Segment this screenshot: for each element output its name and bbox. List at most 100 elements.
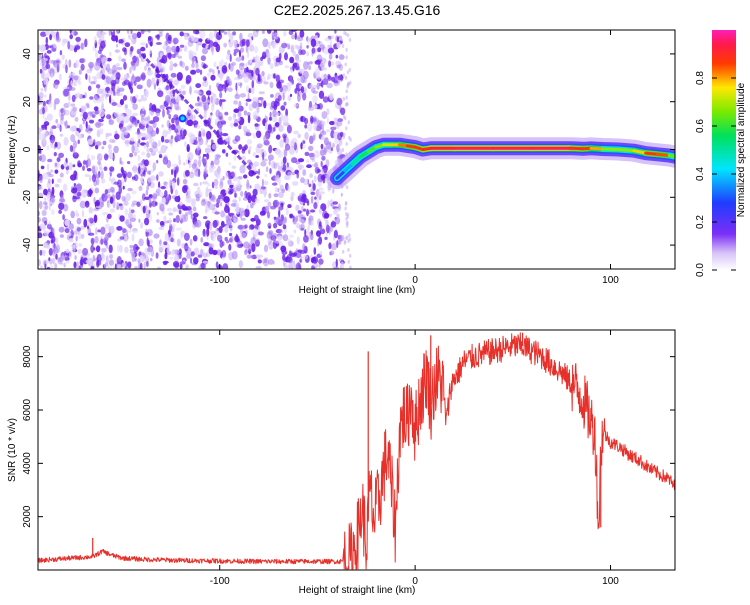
noise-speckle [318,181,322,187]
noise-speckle [161,124,163,128]
noise-speckle [238,176,243,180]
noise-speckle [249,59,252,62]
noise-speckle [304,124,307,128]
noise-speckle [132,177,134,181]
noise-speckle [138,99,142,102]
y-tick-label: 0 [22,146,33,152]
noise-speckle [87,105,90,108]
noise-speckle [203,64,208,68]
noise-speckle [132,73,134,80]
noise-speckle [222,65,227,74]
noise-speckle [144,144,146,149]
noise-speckle [208,99,210,103]
noise-speckle [199,191,202,198]
noise-speckle [69,34,73,39]
noise-speckle [261,71,264,77]
noise-speckle [98,50,102,55]
noise-speckle [85,128,89,133]
noise-speckle [204,111,207,119]
noise-speckle [71,103,76,106]
noise-speckle [347,82,349,86]
ridge-core-segment [618,150,634,151]
snr-series-line [38,333,675,569]
noise-speckle [173,261,179,267]
noise-speckle [164,190,167,197]
noise-speckle [287,45,290,49]
noise-speckle [215,186,219,189]
noise-speckle [313,91,319,94]
noise-speckle [150,130,156,137]
noise-speckle [63,89,69,97]
noise-speckle [345,62,347,66]
noise-speckle [140,199,143,204]
noise-speckle [82,165,85,171]
noise-speckle [251,44,254,51]
noise-speckle [106,94,109,97]
noise-speckle [262,179,264,187]
noise-speckle [297,236,300,244]
noise-speckle [144,262,146,269]
noise-speckle [218,112,223,120]
noise-speckle [245,63,247,67]
noise-speckle [150,258,153,261]
noise-speckle [63,184,67,192]
noise-speckle [149,214,152,221]
noise-speckle [300,42,303,49]
noise-speckle [209,167,214,172]
noise-speckle [145,229,150,233]
noise-speckle [113,146,119,153]
spectrogram-y-axis-label: Frequency (Hz) [7,116,18,185]
noise-speckle [179,210,182,214]
noise-speckle [268,193,271,199]
noise-speckle [75,117,79,122]
noise-speckle [303,140,306,144]
noise-speckle [42,131,48,137]
noise-speckle [302,145,306,149]
noise-speckle [348,120,350,124]
noise-speckle [200,182,202,186]
noise-speckle [189,162,192,169]
noise-speckle [132,103,138,110]
snr-y-axis-label: SNR (10 * v/v) [7,418,18,482]
noise-speckle [51,191,55,196]
noise-speckle [343,73,345,77]
noise-speckle [142,193,146,201]
noise-speckle [291,253,296,257]
noise-speckle [185,170,190,177]
noise-speckle [237,74,243,79]
noise-speckle [151,138,155,146]
noise-speckle [272,109,277,117]
noise-speckle [244,224,248,228]
noise-speckle [169,179,172,185]
x-tick-label: -100 [210,275,230,286]
noise-speckle [159,154,162,158]
noise-speckle [116,226,122,231]
noise-speckle [184,213,188,222]
noise-speckle [110,187,115,193]
x-tick-label: 100 [602,275,619,286]
noise-speckle [87,168,92,171]
noise-speckle [129,153,133,157]
noise-speckle [195,31,199,35]
noise-speckle [39,109,44,115]
noise-speckle [280,246,286,253]
noise-speckle [45,202,48,210]
noise-speckle [249,226,252,230]
noise-speckle [66,260,70,264]
y-tick-label: 20 [22,96,33,108]
noise-speckle [267,211,270,218]
noise-speckle [207,72,211,76]
noise-speckle [146,254,148,260]
noise-speckle [209,32,214,41]
y-tick-label: -20 [22,190,33,205]
noise-speckle [160,68,164,72]
noise-speckle [171,73,177,78]
noise-speckle [104,166,108,171]
noise-speckle [264,81,269,84]
noise-speckle [179,61,182,67]
spectrogram-x-axis-label: Height of straight line (km) [299,285,416,296]
noise-speckle [231,203,237,207]
noise-speckle [223,43,227,48]
noise-speckle [217,235,222,242]
